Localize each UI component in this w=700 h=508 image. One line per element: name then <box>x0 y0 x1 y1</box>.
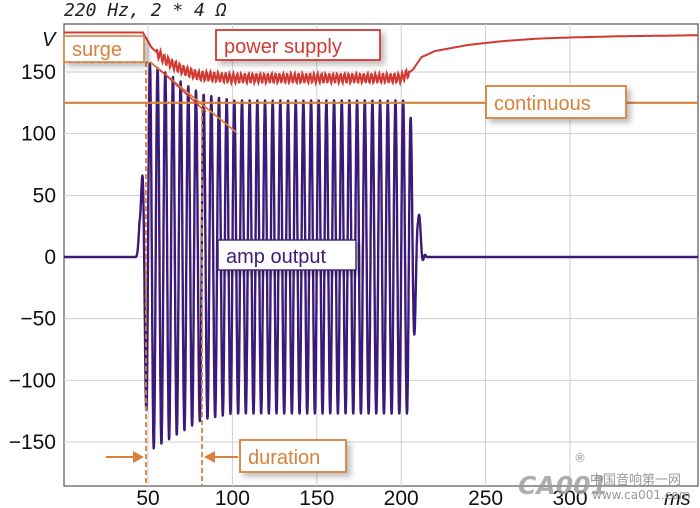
power-decay-guide <box>159 69 207 113</box>
svg-text:amp output: amp output <box>226 246 327 268</box>
y-tick-label: 0 <box>44 246 56 269</box>
svg-text:®: ® <box>574 451 586 465</box>
svg-text:power supply: power supply <box>224 36 342 58</box>
x-axis-ticks: 50 100 150 200 250 300 <box>136 487 587 508</box>
x-axis-label: ms <box>664 488 691 508</box>
svg-text:continuous: continuous <box>494 93 591 115</box>
y-tick-label: −150 <box>9 431 56 454</box>
series-amp-output <box>64 62 698 450</box>
svg-text:surge: surge <box>72 39 122 61</box>
y-tick-label: 100 <box>21 123 56 146</box>
svg-text:CA001: CA001 <box>518 471 608 500</box>
annotation-power-supply: power supply <box>215 29 381 61</box>
y-axis-ticks: 150 100 50 0 −50 −100 −150 <box>9 61 56 454</box>
x-tick-label: 150 <box>299 487 334 508</box>
annotation-duration: duration <box>239 439 347 473</box>
x-tick-label: 300 <box>552 487 587 508</box>
chart-title: 220 Hz, 2 * 4 Ω <box>64 0 227 21</box>
svg-text:www.ca001.com: www.ca001.com <box>592 488 690 502</box>
watermark-logo: CA001 ® 中国音响第一网 www.ca001.com <box>518 451 690 502</box>
x-tick-label: 50 <box>136 487 159 508</box>
y-tick-label: −50 <box>20 308 56 331</box>
x-tick-label: 200 <box>384 487 419 508</box>
x-tick-label: 100 <box>215 487 250 508</box>
svg-text:duration: duration <box>248 447 320 469</box>
svg-text:中国音响第一网: 中国音响第一网 <box>590 472 681 488</box>
annotation-amp-output: amp output <box>217 239 357 271</box>
x-tick-label: 250 <box>468 487 503 508</box>
annotation-surge: surge <box>63 35 145 63</box>
series-power-supply <box>64 31 698 88</box>
duration-arrows <box>106 451 238 463</box>
y-tick-label: 50 <box>33 184 56 207</box>
y-tick-label: 150 <box>21 61 56 84</box>
y-tick-label: −100 <box>9 369 56 392</box>
annotation-continuous: continuous <box>485 85 627 119</box>
y-axis-label: V <box>42 29 57 51</box>
